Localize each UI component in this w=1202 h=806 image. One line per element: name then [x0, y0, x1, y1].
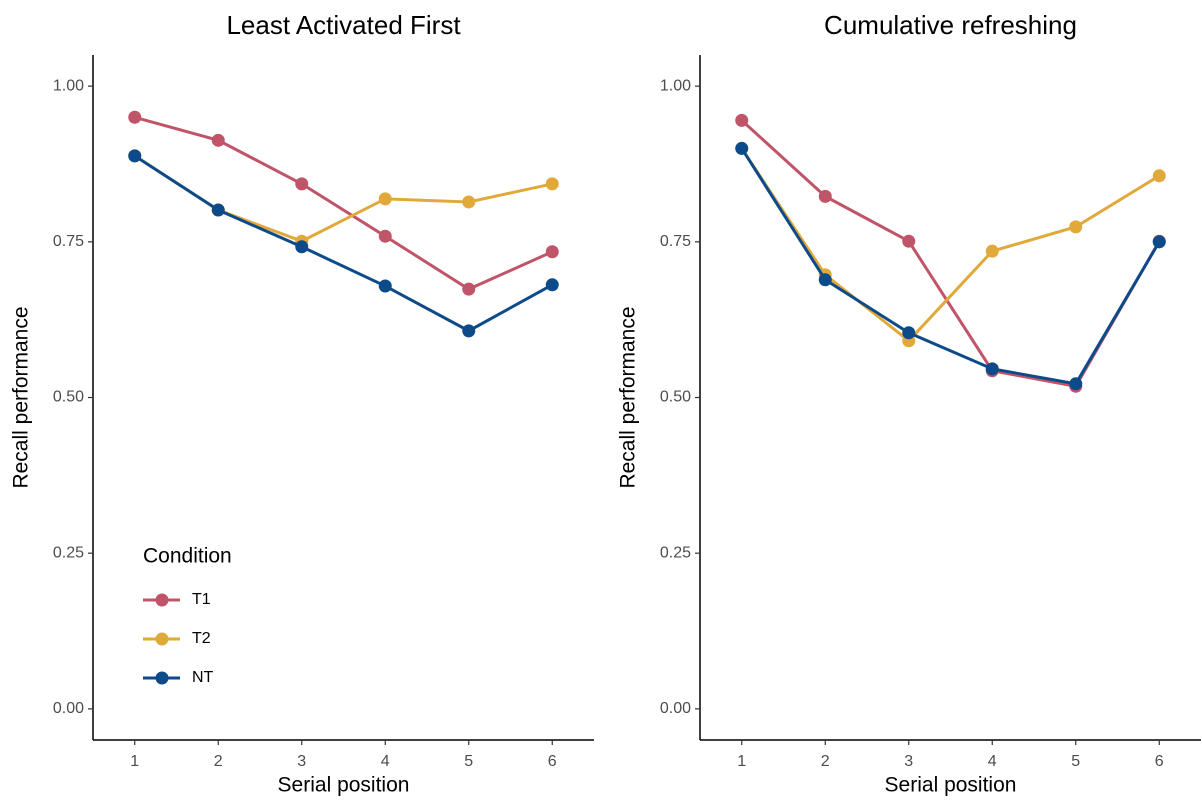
point	[902, 326, 916, 340]
y-tick-label: 1.00	[53, 77, 84, 94]
y-tick-label: 0.00	[660, 700, 691, 717]
y-tick-label: 1.00	[660, 77, 691, 94]
y-tick-label: 0.75	[660, 233, 691, 250]
point	[985, 362, 999, 376]
legend-label: T2	[192, 630, 211, 647]
point	[735, 113, 749, 127]
point	[211, 133, 225, 147]
legend-dot	[155, 593, 169, 607]
point	[545, 245, 559, 259]
y-axis-label: Recall performance	[617, 306, 640, 488]
point	[1069, 377, 1083, 391]
x-tick-label: 5	[464, 753, 473, 770]
legend-dot	[155, 632, 169, 646]
y-tick-label: 0.50	[53, 389, 84, 406]
point	[735, 141, 749, 155]
legend-label: T1	[192, 591, 211, 608]
series-line	[740, 147, 1161, 386]
point	[211, 203, 225, 217]
point	[378, 279, 392, 293]
series-line	[740, 147, 1161, 343]
chart-title: Cumulative refreshing	[824, 10, 1077, 40]
point	[378, 229, 392, 243]
point	[1069, 220, 1083, 234]
series-line	[133, 154, 553, 333]
legend-dot	[155, 671, 169, 685]
x-tick-label: 5	[1071, 753, 1080, 770]
point	[128, 110, 142, 124]
series-line	[133, 154, 553, 243]
chart-title: Least Activated First	[226, 10, 461, 40]
point	[818, 189, 832, 203]
x-tick-label: 3	[904, 753, 913, 770]
point	[818, 273, 832, 287]
legend-title: Condition	[143, 545, 232, 568]
x-axis-label: Serial position	[885, 774, 1017, 797]
x-tick-label: 2	[821, 753, 830, 770]
x-tick-label: 1	[130, 753, 139, 770]
point	[545, 177, 559, 191]
point	[462, 324, 476, 338]
point	[902, 234, 916, 248]
y-tick-label: 0.25	[53, 544, 84, 561]
x-tick-label: 6	[1155, 753, 1164, 770]
point	[545, 278, 559, 292]
point	[378, 192, 392, 206]
legend-label: NT	[192, 669, 214, 686]
x-axis-label: Serial position	[278, 774, 410, 797]
x-tick-label: 2	[214, 753, 223, 770]
y-tick-label: 0.25	[660, 544, 691, 561]
y-axis-label: Recall performance	[10, 306, 33, 488]
point	[462, 195, 476, 209]
x-tick-label: 3	[297, 753, 306, 770]
point	[295, 240, 309, 254]
series-line	[134, 115, 553, 291]
x-tick-label: 6	[548, 753, 557, 770]
x-tick-label: 1	[737, 753, 746, 770]
point	[462, 282, 476, 296]
x-tick-label: 4	[381, 753, 390, 770]
point	[128, 149, 142, 163]
point	[985, 244, 999, 258]
x-tick-label: 4	[988, 753, 997, 770]
y-tick-label: 0.00	[53, 700, 84, 717]
point	[1152, 169, 1166, 183]
point	[1152, 235, 1166, 249]
y-tick-label: 0.50	[660, 389, 691, 406]
point	[295, 177, 309, 191]
y-tick-label: 0.75	[53, 233, 84, 250]
